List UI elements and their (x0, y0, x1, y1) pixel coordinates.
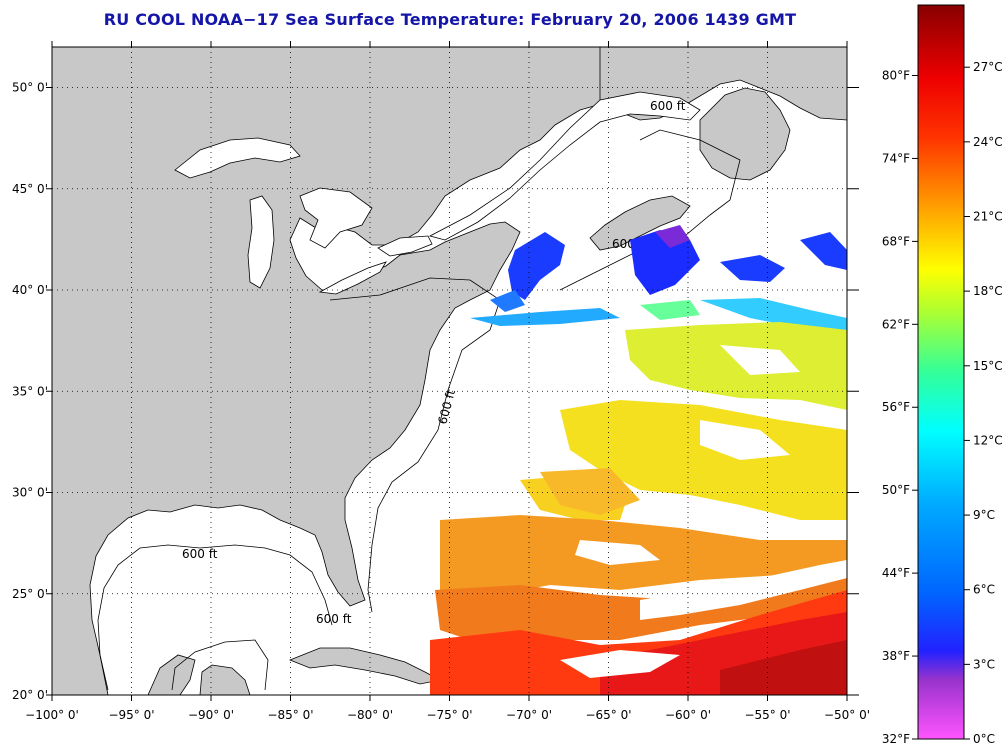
lon-tick-label: −50° 0' (824, 708, 870, 722)
lon-tick-label: −55° 0' (744, 708, 790, 722)
lat-tick-label: 30° 0' (12, 486, 48, 500)
lat-tick-label: 50° 0' (12, 81, 48, 95)
lake-superior (174, 137, 301, 179)
colorbar-c-label: 27°C (973, 60, 1003, 74)
map-axes: −100° 0' −95° 0' −90° 0' −85° 0' −80° 0' −75°… (12, 41, 870, 722)
isobath-label: 600 ft (316, 612, 352, 626)
st-lawrence-river (428, 91, 701, 241)
colorbar-f-label: 50°F (882, 483, 910, 497)
lat-tick-label: 45° 0' (12, 182, 48, 196)
lon-tick-label: −95° 0' (108, 708, 154, 722)
colorbar-f-label: 38°F (882, 649, 910, 663)
lon-tick-label: −75° 0' (426, 708, 472, 722)
lat-tick-label: 40° 0' (12, 283, 48, 297)
lon-tick-label: −90° 0' (188, 708, 234, 722)
colorbar-f-label: 68°F (882, 234, 910, 248)
colorbar-f-label: 56°F (882, 400, 910, 414)
lake-erie (318, 261, 387, 295)
colorbar-c-label: 0°C (973, 732, 995, 746)
lon-tick-label: −80° 0' (347, 708, 393, 722)
colorbar (917, 4, 965, 740)
lon-tick-label: −65° 0' (585, 708, 631, 722)
isobath-600ft-gulf-inner (171, 639, 269, 691)
colorbar-c-label: 21°C (973, 209, 1003, 223)
colorbar-c-label: 3°C (973, 657, 995, 671)
map-title: RU COOL NOAA−17 Sea Surface Temperature:… (103, 10, 797, 29)
lake-ontario (377, 235, 433, 257)
colorbar-f-label: 32°F (882, 732, 910, 746)
colorbar-f-label: 74°F (882, 151, 910, 165)
lake-huron (299, 187, 373, 249)
lon-tick-label: −85° 0' (267, 708, 313, 722)
lon-tick-label: −70° 0' (506, 708, 552, 722)
land-mexico-south (147, 654, 196, 695)
lat-tick-label: 20° 0' (12, 688, 48, 702)
isobath-label: 600 ft (650, 99, 686, 113)
isobath-600ft-atlantic (329, 277, 501, 613)
sst-data (430, 225, 847, 695)
isobath-600ft-gulf (97, 544, 333, 691)
colorbar-f-label: 62°F (882, 317, 910, 331)
lat-tick-label: 25° 0' (12, 587, 48, 601)
lon-tick-label: −100° 0' (25, 708, 79, 722)
colorbar-ticks: 80°F 74°F 68°F 62°F 56°F 50°F 44°F 38°F 32°F 27°C… (882, 60, 1003, 746)
colorbar-c-label: 9°C (973, 508, 995, 522)
lat-tick-label: 35° 0' (12, 384, 48, 398)
colorbar-c-label: 12°C (973, 433, 1003, 447)
colorbar-c-label: 15°C (973, 359, 1003, 373)
colorbar-f-label: 80°F (882, 68, 910, 82)
colorbar-c-label: 6°C (973, 583, 995, 597)
colorbar-f-label: 44°F (882, 566, 910, 580)
land-north-america (52, 47, 701, 695)
map-grid (52, 47, 847, 695)
isobath-600ft-shelf (559, 129, 741, 291)
land-yucatan (199, 664, 251, 695)
colorbar-c-label: 24°C (973, 135, 1003, 149)
lon-tick-label: −60° 0' (665, 708, 711, 722)
colorbar-c-label: 18°C (973, 284, 1003, 298)
land-nova-scotia (589, 195, 691, 251)
lake-michigan (247, 195, 275, 289)
isobath-label: 600 ft (182, 547, 218, 561)
